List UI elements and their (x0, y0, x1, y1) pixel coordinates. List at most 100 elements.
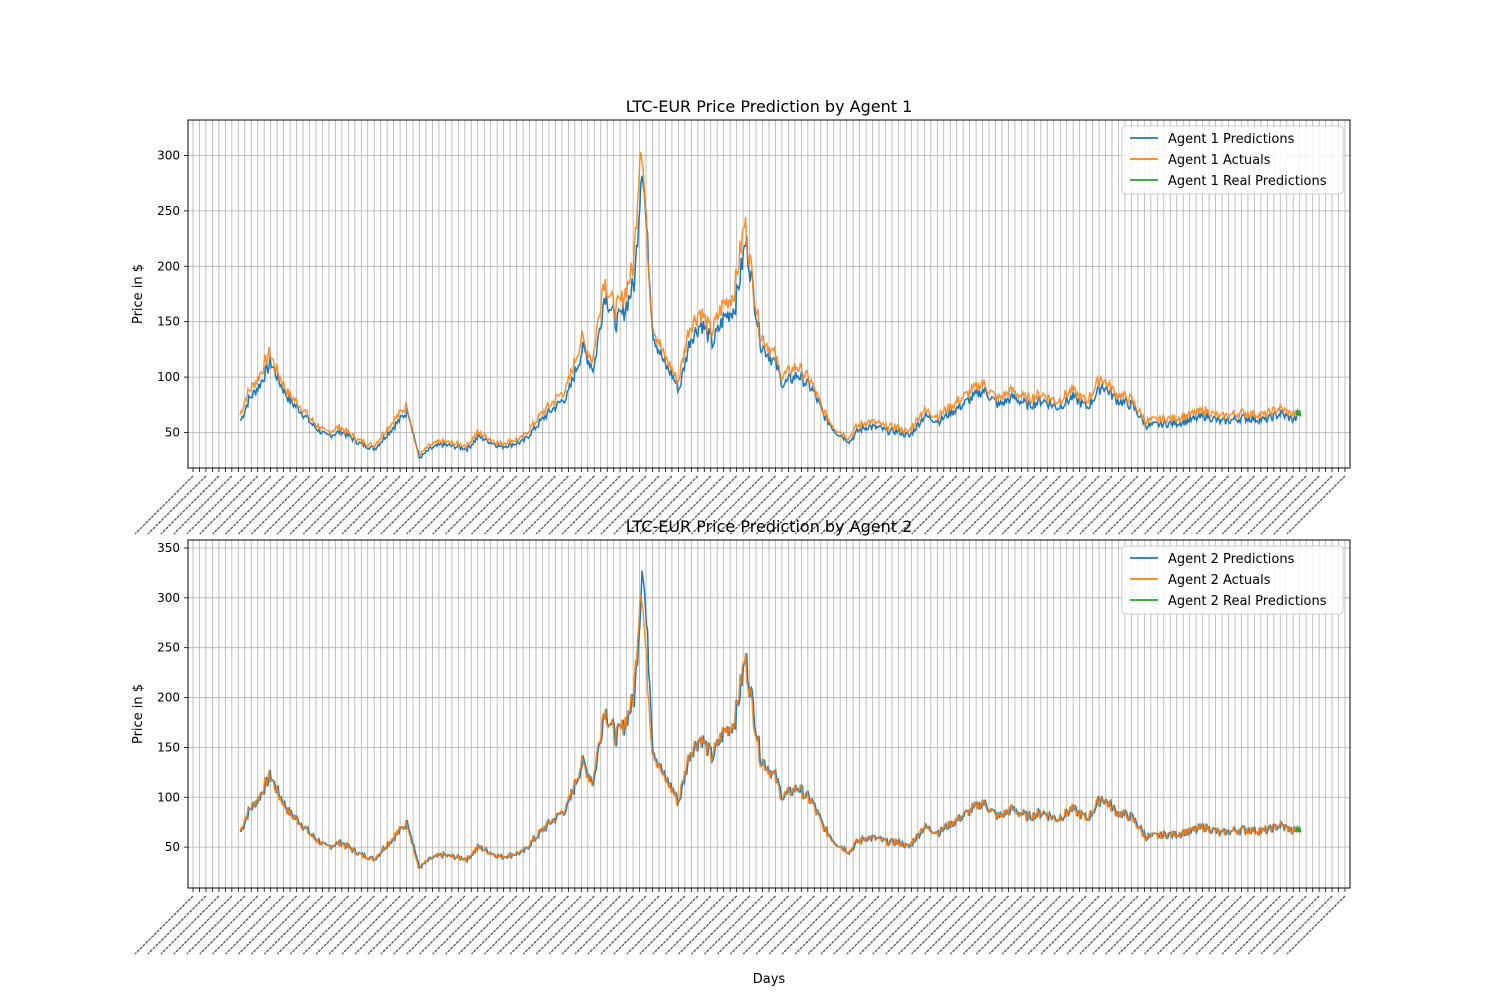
x-tick-label (212, 895, 272, 955)
x-tick-label (859, 895, 919, 955)
x-tick-label (1260, 895, 1320, 955)
x-tick-label (962, 895, 1022, 955)
x-tick-label (613, 895, 673, 955)
x-tick-label (911, 895, 971, 955)
x-tick-label (872, 475, 932, 535)
x-tick-label (885, 475, 945, 535)
x-tick-label (1014, 475, 1074, 535)
x-tick-label (1170, 895, 1229, 955)
x-tick-label (186, 895, 246, 955)
x-tick-label (1247, 895, 1307, 955)
x-tick-label (1092, 895, 1152, 955)
x-tick-label (484, 895, 543, 955)
x-tick-label (1182, 895, 1242, 955)
x-tick-label (419, 895, 479, 955)
y-tick-label: 200 (157, 259, 180, 273)
x-tick-label (289, 475, 349, 535)
x-tick-label (134, 475, 194, 535)
x-tick-label (665, 475, 725, 535)
x-tick-label (393, 895, 453, 955)
series-line-real-predictions (1295, 407, 1302, 417)
x-tick-label (548, 895, 608, 955)
y-tick-label: 250 (157, 204, 180, 218)
x-tick-label (742, 895, 802, 955)
x-tick-label (380, 895, 440, 955)
x-tick-label (898, 895, 958, 955)
legend-entry: Agent 1 Real Predictions (1168, 174, 1327, 189)
x-tick-label (354, 895, 414, 955)
x-tick-label (807, 475, 867, 535)
x-tick-label (652, 895, 712, 955)
x-tick-label (212, 475, 272, 535)
x-tick-label (885, 895, 945, 955)
x-tick-label (1208, 475, 1268, 535)
x-tick-label (1040, 895, 1100, 955)
x-tick-label (872, 895, 932, 955)
x-tick-label (315, 895, 375, 955)
x-tick-label (678, 475, 738, 535)
y-tick-label: 100 (157, 790, 180, 804)
x-tick-label (173, 895, 233, 955)
x-tick-label (574, 475, 634, 535)
x-tick-label (341, 475, 401, 535)
x-tick-label (199, 475, 259, 535)
y-tick-label: 200 (157, 691, 180, 705)
x-tick-label (587, 475, 647, 535)
x-tick-label (341, 895, 401, 955)
x-tick-label (445, 895, 505, 955)
x-tick-label (1221, 475, 1281, 535)
x-tick-label (496, 475, 556, 535)
x-tick-label (522, 475, 582, 535)
x-tick-label (535, 475, 595, 535)
x-tick-label (225, 475, 285, 535)
x-axis-label: Days (753, 972, 786, 987)
x-tick-label (432, 895, 492, 955)
x-tick-label (950, 475, 1009, 535)
x-tick-label (315, 475, 375, 535)
x-tick-label (820, 895, 880, 955)
x-tick-label (1234, 895, 1294, 955)
x-tick-label (781, 475, 841, 535)
x-tick-label (1144, 895, 1204, 955)
x-tick-label (186, 475, 246, 535)
x-tick-label (1001, 895, 1061, 955)
x-tick-label (199, 895, 259, 955)
x-tick-label (328, 895, 388, 955)
x-tick-label (975, 475, 1035, 535)
x-tick-label (160, 475, 220, 535)
x-tick-label (639, 475, 699, 535)
legend-entry: Agent 2 Actuals (1168, 573, 1271, 588)
x-tick-label (937, 475, 996, 535)
legend: Agent 1 Predictions Agent 1 Actuals Agent … (1121, 125, 1344, 195)
x-tick-label (1182, 475, 1242, 535)
x-tick-label (898, 475, 958, 535)
x-tick-label (1260, 475, 1320, 535)
x-tick-label (937, 895, 996, 955)
x-tick-label (471, 895, 530, 955)
x-tick-label (147, 895, 207, 955)
x-tick-label (652, 475, 712, 535)
x-tick-label (1079, 895, 1139, 955)
x-tick-label (263, 895, 323, 955)
x-tick-label (665, 895, 725, 955)
x-tick-label (406, 475, 466, 535)
x-tick-label (833, 895, 893, 955)
x-tick-label (509, 475, 569, 535)
x-tick-label (755, 895, 815, 955)
x-tick-label (548, 475, 608, 535)
x-tick-label (691, 895, 751, 955)
x-tick-label (794, 895, 854, 955)
series-line-actuals (239, 152, 1298, 457)
x-tick-label (1066, 475, 1126, 535)
x-tick-label (367, 475, 427, 535)
x-tick-label (173, 475, 233, 535)
x-tick-label (1040, 475, 1100, 535)
x-tick-label (561, 475, 621, 535)
x-tick-label (1195, 895, 1255, 955)
x-tick-label (988, 475, 1048, 535)
x-tick-label (1273, 475, 1333, 535)
x-tick-label (924, 475, 984, 535)
legend-entry: Agent 2 Predictions (1168, 552, 1295, 567)
x-tick-label (1131, 895, 1191, 955)
